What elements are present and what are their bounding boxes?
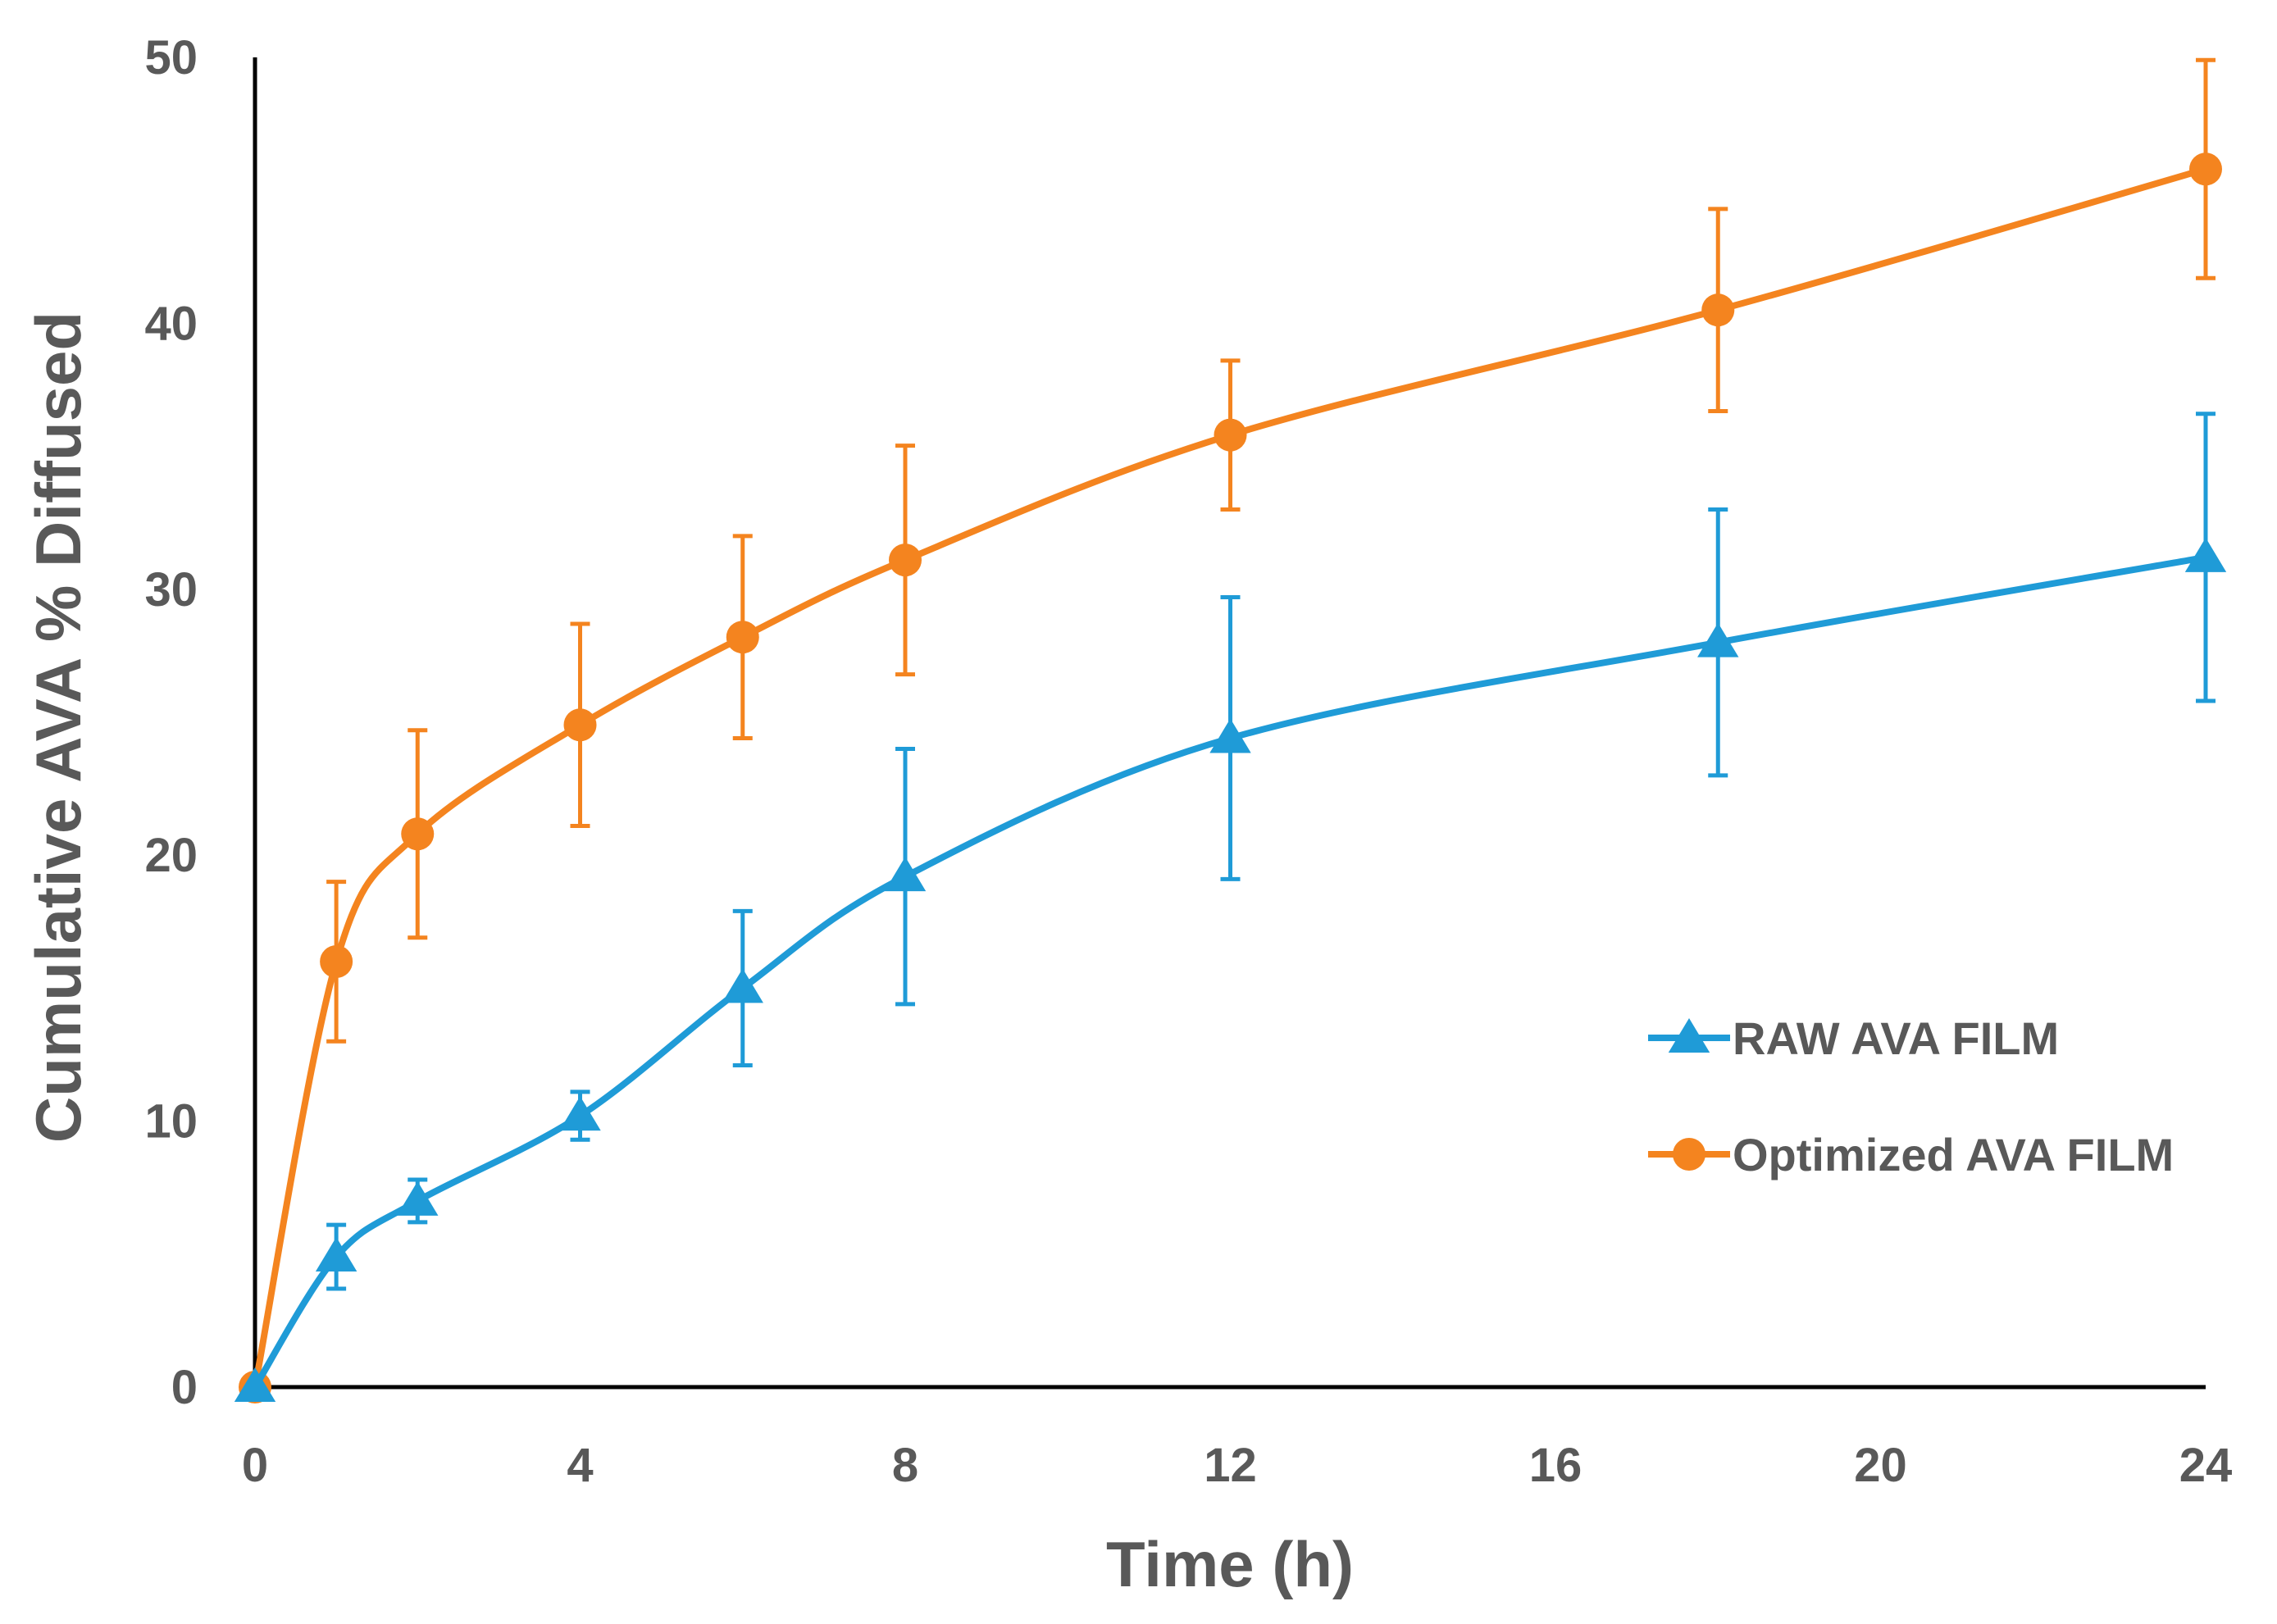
data-point-optimized [563,708,597,742]
y-tick-label: 20 [144,829,198,882]
data-point-optimized [2189,152,2222,186]
data-point-raw [1697,622,1739,657]
legend-label-raw: RAW AVA FILM [1733,1012,2059,1064]
series-group [234,57,2227,1403]
data-point-raw [2184,537,2227,572]
y-tick-label: 30 [144,563,198,616]
x-tick-label: 12 [1204,1439,1257,1492]
y-tick-label: 0 [171,1361,198,1414]
x-tick-label: 0 [242,1439,268,1492]
data-point-raw [234,1367,276,1402]
tick-labels-group: 0 4 8 12 16 20 24 0 10 20 30 40 50 [144,31,2232,1492]
x-tick-label: 16 [1529,1439,1583,1492]
data-point-optimized [726,621,759,654]
legend-marker-optimized [1673,1138,1705,1171]
y-tick-label: 50 [144,31,198,84]
data-point-raw [315,1237,357,1272]
data-point-optimized [401,817,435,851]
data-point-optimized [1701,293,1735,327]
data-point-optimized [320,944,353,978]
data-point-optimized [1214,418,1247,452]
legend-marker-raw [1668,1018,1710,1053]
x-tick-label: 4 [567,1439,593,1492]
data-point-raw [1209,718,1251,753]
x-axis-title: Time (h) [1106,1528,1354,1600]
data-point-raw [559,1096,601,1131]
y-tick-label: 40 [144,297,198,350]
legend: RAW AVA FILM Optimized AVA FILM [1648,1012,2174,1180]
series-raw [234,412,2227,1402]
y-axis-title: Cumulative AVA % Diffused [22,312,94,1143]
x-tick-label: 24 [2179,1439,2233,1492]
legend-label-optimized: Optimized AVA FILM [1733,1129,2174,1180]
axes-group [253,57,2206,1390]
data-point-raw [722,968,763,1003]
x-tick-label: 20 [1854,1439,1907,1492]
x-tick-label: 8 [892,1439,918,1492]
legend-item-optimized: Optimized AVA FILM [1648,1129,2174,1180]
data-point-raw [397,1180,439,1216]
data-point-optimized [889,544,922,577]
data-point-raw [884,857,927,892]
series-line-optimized [252,166,2207,1388]
series-optimized [239,57,2222,1403]
legend-item-raw: RAW AVA FILM [1648,1012,2059,1064]
y-tick-label: 10 [144,1095,198,1149]
